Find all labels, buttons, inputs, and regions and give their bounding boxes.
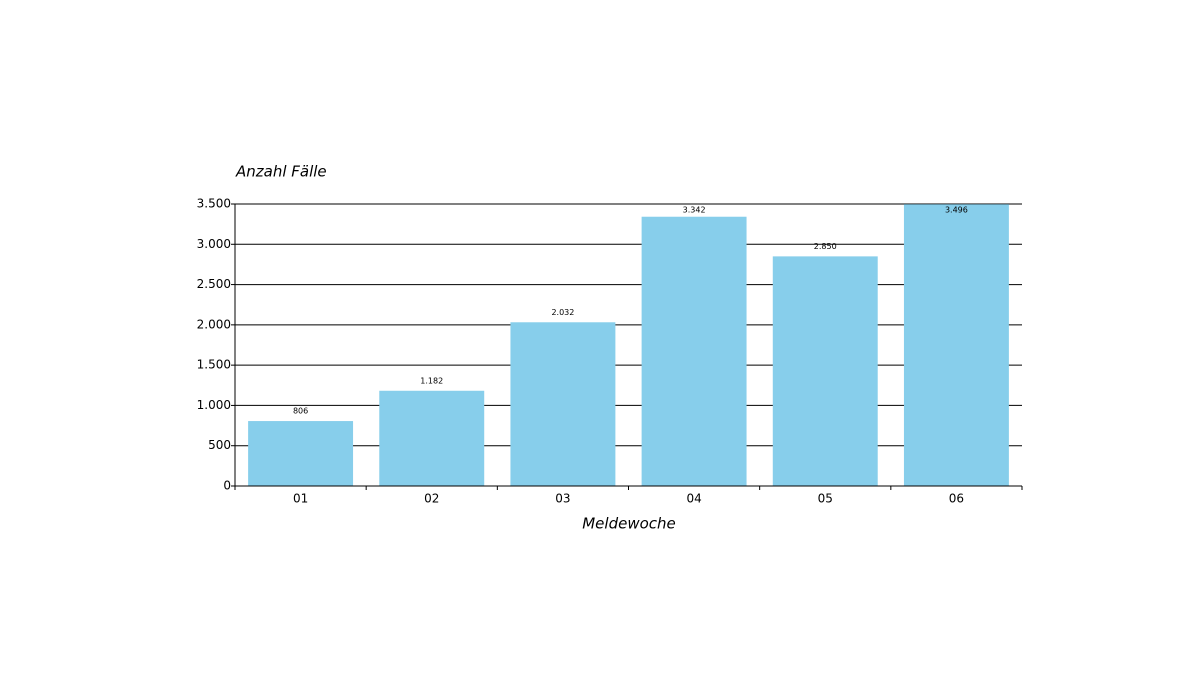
bar [510,322,616,486]
value-label: 1.182 [420,376,443,385]
x-tick-label: 05 [818,492,833,506]
value-label: 806 [293,407,308,416]
y-tick-label: 1.500 [197,358,231,372]
x-tick-label: 01 [293,492,308,506]
x-tick-label: 06 [949,492,964,506]
y-tick-label: 2.500 [197,277,231,291]
y-axis-title: Anzahl Fälle [235,163,327,181]
value-label: 2.850 [814,242,837,251]
bar [772,256,878,486]
bar [248,421,354,486]
bar [641,216,747,486]
value-label: 3.496 [945,206,968,215]
y-tick-label: 3.500 [197,197,231,211]
y-tick-label: 2.000 [197,317,231,331]
x-tick-label: 03 [555,492,570,506]
x-tick-label: 02 [424,492,439,506]
y-tick-label: 3.000 [197,237,231,251]
y-tick-label: 1.000 [197,398,231,412]
x-tick-label: 04 [686,492,701,506]
y-tick-label: 0 [223,479,231,493]
y-tick-label: 500 [208,438,231,452]
x-axis-title: Meldewoche [582,515,676,533]
value-label: 3.342 [683,206,706,215]
bar [903,204,1009,487]
bar [379,390,485,486]
value-label: 2.032 [551,308,574,317]
